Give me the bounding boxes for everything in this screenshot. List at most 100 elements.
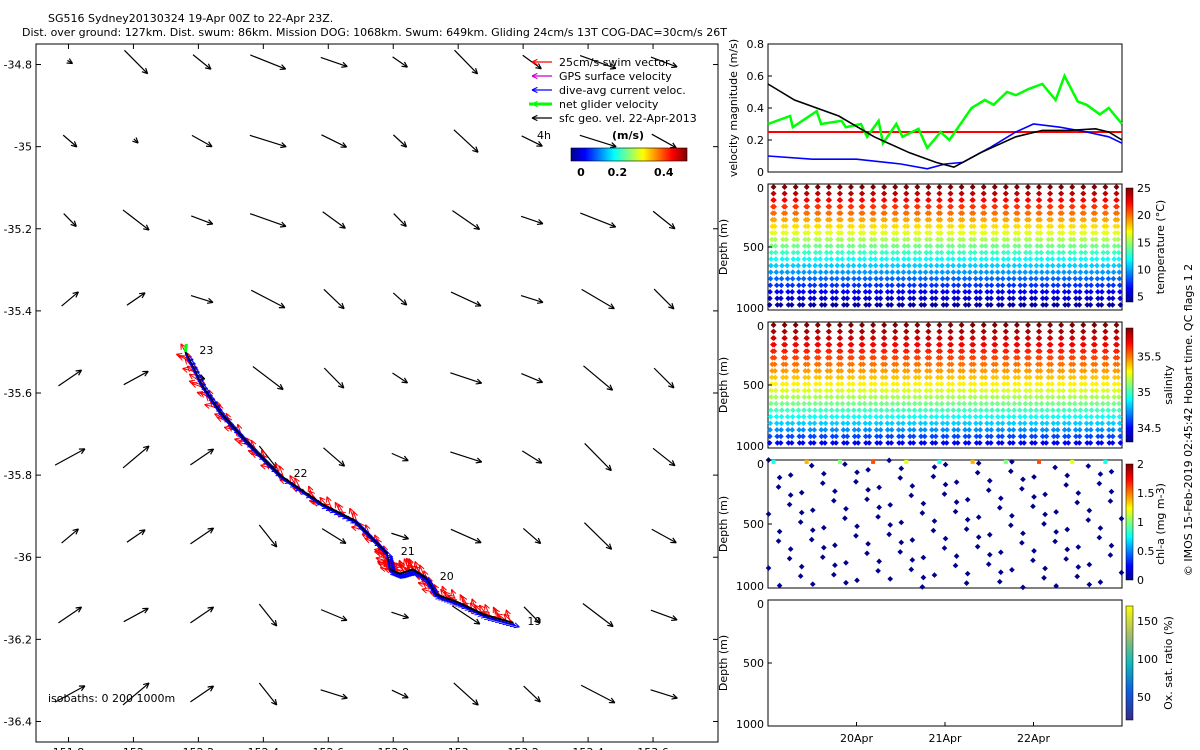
profile-sample-point — [1062, 302, 1068, 308]
profile-sample-point — [1000, 275, 1006, 282]
chla-sample-point — [942, 481, 949, 488]
sfc-velocity-arrow — [66, 58, 74, 65]
profile-sample-point — [1015, 236, 1022, 243]
profile-sample-point — [782, 203, 789, 210]
sfc-velocity-arrow — [249, 213, 287, 228]
profile-sample-point — [881, 203, 888, 210]
profile-sample-point — [845, 407, 852, 414]
profile-sample-point — [867, 256, 874, 262]
profile-sample-point — [1077, 289, 1083, 295]
colorbar-tick-label: 35 — [1137, 386, 1151, 399]
profile-sample-point — [883, 394, 890, 400]
profile-sample-point — [790, 400, 796, 407]
map-x-ticks: 151.8152152.2152.4152.6152.8153153.2153.… — [53, 44, 669, 750]
profile-sample-point — [1060, 236, 1066, 243]
profile-sample-point — [771, 335, 777, 341]
profile-sample-point — [1100, 249, 1107, 256]
profile-sample-point — [889, 269, 896, 276]
profile-sample-point — [826, 348, 833, 355]
sfc-velocity-arrow — [653, 367, 675, 389]
profile-sample-point — [1027, 243, 1033, 249]
profile-sample-point — [845, 269, 852, 276]
profile-sample-point — [962, 295, 969, 302]
profile-sample-point — [937, 361, 944, 368]
profile-sample-point — [1089, 236, 1096, 243]
profile-sample-point — [1104, 243, 1111, 249]
profile-sample-point — [780, 230, 786, 236]
swim-vector — [459, 594, 467, 607]
profile-sample-point — [961, 400, 968, 407]
profile-sample-point — [955, 282, 962, 289]
profile-sample-point — [1026, 354, 1032, 361]
profile-sample-point — [1092, 216, 1099, 223]
profile-sample-point — [811, 295, 817, 302]
profile-sample-point — [906, 262, 912, 269]
map-x-tick-label: 152.6 — [313, 746, 345, 750]
profile-sample-point — [994, 249, 1000, 256]
profile-sample-point — [890, 230, 897, 236]
profile-sample-point — [816, 243, 823, 249]
profile-sample-point — [938, 230, 944, 236]
profile-sample-point — [1067, 387, 1073, 394]
chla-surface-point — [771, 459, 776, 464]
profile-sample-point — [900, 269, 907, 276]
profile-sample-point — [926, 216, 933, 223]
profile-sample-point — [1048, 368, 1055, 374]
profile-sample-point — [977, 433, 983, 440]
profile-sample-point — [779, 394, 786, 400]
profile-sample-point — [981, 328, 987, 335]
profile-sample-point — [851, 275, 857, 282]
profile-sample-point — [802, 368, 809, 374]
profile-sample-point — [1059, 230, 1066, 236]
profile-sample-point — [1062, 440, 1068, 446]
swim-vector — [470, 598, 477, 612]
profile-sample-point — [950, 256, 956, 262]
profile-sample-point — [790, 381, 797, 387]
profile-sample-point — [893, 348, 899, 355]
profile-sample-point — [806, 394, 812, 400]
profile-sample-point — [1026, 348, 1032, 355]
profile-sample-point — [1109, 295, 1116, 302]
profile-sample-point — [901, 368, 908, 374]
chla-sample-point — [897, 475, 904, 481]
legend-swatch-gps — [531, 72, 552, 80]
profile-sample-point — [1069, 322, 1076, 328]
profile-sample-point — [967, 256, 974, 262]
profile-sample-point — [1055, 256, 1062, 262]
chla-sample-point — [1041, 575, 1047, 581]
profile-sample-point — [1093, 381, 1100, 387]
profile-sample-point — [774, 440, 781, 446]
profile-sample-point — [840, 289, 847, 295]
profile-sample-point — [945, 400, 951, 407]
colorbar-tick-label: 50 — [1137, 691, 1151, 704]
profile-sample-point — [1047, 335, 1054, 341]
profile-sample-point — [885, 440, 891, 446]
profile-sample-point — [1099, 282, 1106, 289]
profile-sample-point — [959, 203, 966, 210]
chla-sample-point — [931, 572, 938, 578]
profile-sample-point — [1005, 269, 1012, 276]
profile-sample-point — [927, 368, 933, 374]
profile-sample-point — [892, 335, 899, 341]
profile-sample-point — [1092, 341, 1098, 348]
profile-sample-point — [1099, 289, 1105, 295]
profile-sample-point — [1089, 256, 1095, 262]
profile-sample-point — [770, 184, 777, 190]
profile-sample-point — [878, 256, 885, 262]
profile-sample-point — [873, 282, 880, 289]
profile-sample-point — [1026, 361, 1033, 368]
chla-sample-point — [775, 484, 782, 490]
profile-sample-point — [837, 328, 843, 335]
profile-sample-point — [927, 230, 933, 236]
profile-sample-point — [940, 440, 947, 446]
profile-sample-point — [922, 413, 929, 420]
profile-sample-point — [933, 282, 940, 289]
profile-sample-point — [912, 387, 919, 394]
profile-sample-point — [1111, 387, 1118, 394]
profile-sample-point — [1055, 400, 1062, 407]
chla-surface-point — [904, 459, 909, 464]
chla-sample-point — [963, 580, 970, 586]
profile-sample-point — [1016, 407, 1023, 414]
profile-sample-point — [973, 440, 980, 446]
chla-sample-point — [786, 501, 793, 508]
